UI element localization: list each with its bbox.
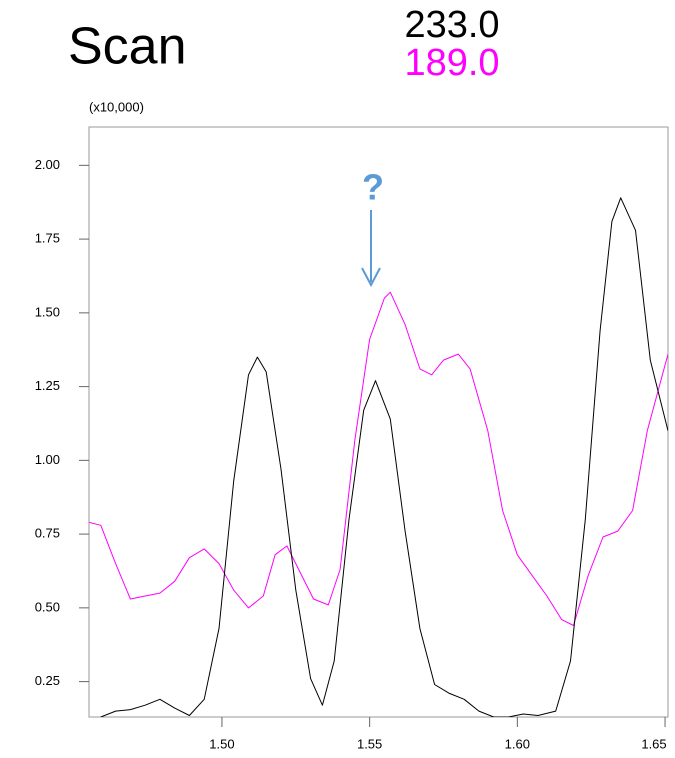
- annotation-arrowhead: [361, 267, 381, 288]
- y-tick-label: 1.75: [35, 231, 60, 246]
- y-tick-label: 1.25: [35, 378, 60, 393]
- series-line: [100, 197, 668, 717]
- y-tick-label: 1.50: [35, 304, 60, 319]
- plot-frame: [88, 126, 669, 718]
- chart-title: Scan: [68, 18, 187, 76]
- x-tick-label: 1.65: [641, 736, 666, 751]
- annotation: ?: [362, 167, 384, 208]
- y-multiplier: (x10,000): [89, 99, 144, 114]
- y-tick-label: 2.00: [35, 157, 60, 172]
- legend-entry: 233.0: [404, 4, 499, 46]
- legend-entry: 189.0: [404, 42, 499, 84]
- x-tick-label: 1.55: [357, 736, 382, 751]
- series-line: [89, 291, 668, 626]
- y-tick-label: 0.75: [35, 526, 60, 541]
- y-tick-label: 0.50: [35, 599, 60, 614]
- y-tick-label: 1.00: [35, 452, 60, 467]
- x-tick-label: 1.60: [505, 736, 530, 751]
- y-tick-label: 0.25: [35, 673, 60, 688]
- x-tick-label: 1.50: [209, 736, 234, 751]
